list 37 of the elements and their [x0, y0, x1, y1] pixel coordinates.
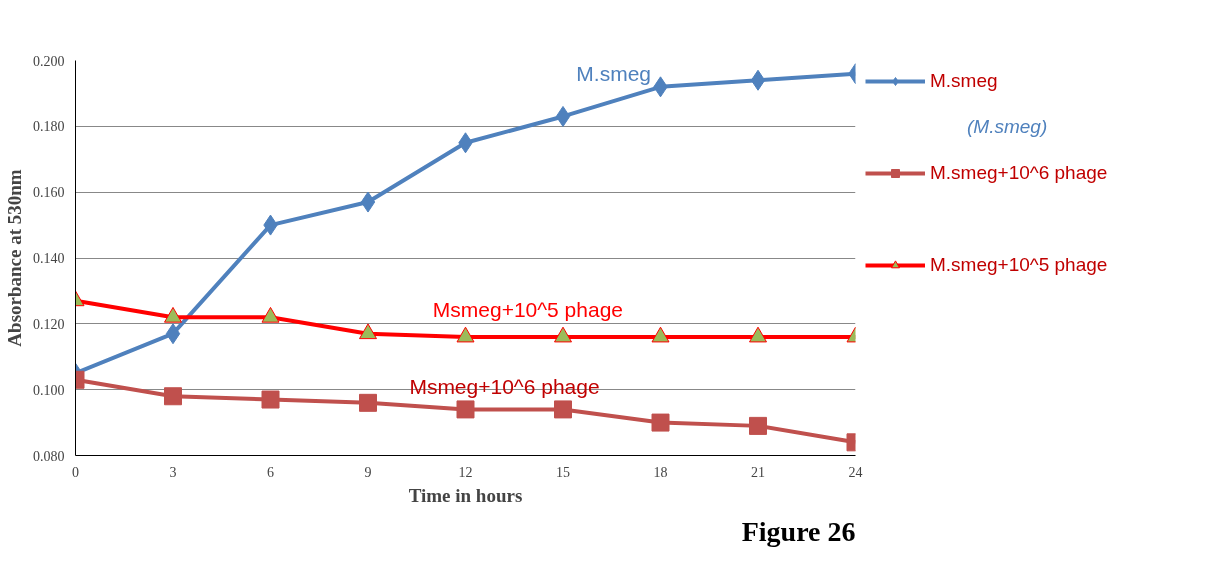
y-tick-label: 0.120: [33, 316, 65, 332]
annotation: M.smeg: [576, 62, 652, 86]
legend-label: M.smeg: [930, 70, 998, 92]
y-tick-label: 0.100: [33, 382, 65, 398]
legend-label: M.smeg+10^5 phage: [930, 254, 1108, 276]
x-tick-label: 24: [848, 464, 863, 480]
point: [749, 416, 767, 435]
point: [554, 400, 572, 419]
caption: Figure 26: [741, 515, 856, 547]
legend-label: M.smeg+10^6 phage: [930, 162, 1108, 184]
x-tick-label: 0: [72, 464, 79, 480]
text: (M.smeg): [967, 115, 1048, 139]
x-tick-label: 15: [556, 464, 570, 480]
y-axis-title: Absorbance at 530nm: [4, 169, 25, 347]
point: [165, 323, 181, 345]
y-tick-label: 0.160: [33, 185, 65, 201]
x-tick-label: 9: [364, 464, 372, 480]
x-tick-label: 12: [458, 464, 473, 480]
point: [164, 387, 182, 406]
x-tick-label: 6: [267, 464, 274, 480]
point: [360, 191, 376, 213]
point: [750, 69, 766, 91]
x-tick-label: 21: [751, 464, 765, 480]
y-tick-label: 0.080: [33, 448, 65, 464]
point: [261, 390, 280, 409]
annotation: Msmeg+10^5 phage: [432, 297, 624, 321]
point: [456, 400, 475, 419]
point: [651, 413, 670, 432]
y-tick-label: 0.200: [33, 53, 65, 69]
point: [555, 105, 571, 127]
x-tick-label: 18: [653, 464, 668, 480]
y-tick-label: 0.140: [33, 251, 65, 266]
annotation: Msmeg+10^6 phage: [409, 374, 600, 398]
x-tick-label: 3: [169, 464, 177, 480]
y-tick-label: 0.180: [33, 119, 65, 135]
x-axis-title: Time in hours: [408, 484, 523, 506]
point: [359, 393, 377, 412]
